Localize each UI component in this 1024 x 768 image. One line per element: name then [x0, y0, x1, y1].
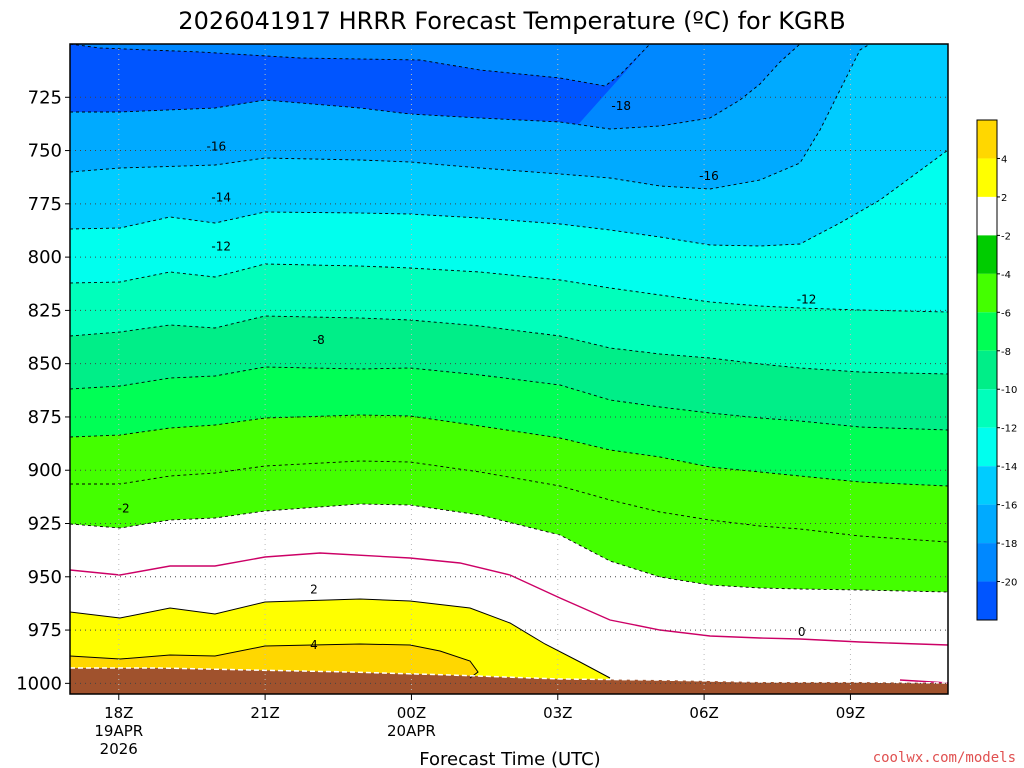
ground-edge [70, 667, 948, 684]
colorbar-label: -12 [1001, 424, 1017, 435]
colorbar-label: -4 [1001, 270, 1011, 281]
colorbar-label: 2 [1001, 193, 1007, 204]
x-tick-label: 21Z [250, 704, 279, 722]
x-axis-label: Forecast Time (UTC) [419, 749, 600, 768]
grid-lines [70, 44, 948, 694]
plot-area: -18 -16 -16 -14 -12 -12 -8 -2 2 4 0 [70, 44, 948, 694]
colorbar-label: -2 [1001, 231, 1011, 242]
colorbar: 4 2 -2 -4 -6 -8 -10 -12 -14 -16 -18 -20 [976, 119, 1017, 621]
contour-label: -12 [797, 293, 817, 307]
y-axis-ticks: 725 750 775 800 825 850 875 900 925 950 975 1000 [16, 87, 70, 694]
colorbar-label: -20 [1001, 578, 1017, 589]
colorbar-swatch [977, 581, 997, 620]
x-tick-date: 19APR [94, 722, 143, 740]
colorbar-swatch [977, 504, 997, 544]
zero-isotherm-ground [899, 679, 948, 684]
colorbar-swatch [977, 389, 997, 428]
x-tick-year: 2026 [100, 740, 138, 758]
y-tick-label: 850 [28, 354, 62, 375]
y-tick-label: 875 [28, 407, 62, 428]
colorbar-label: -6 [1001, 308, 1011, 319]
chart-title: 2026041917 HRRR Forecast Temperature (ºC… [178, 7, 845, 35]
contour-labels: -18 -16 -16 -14 -12 -12 -8 -2 2 4 0 [118, 99, 817, 652]
contour-label: 4 [310, 638, 318, 652]
x-tick-date: 20APR [387, 722, 436, 740]
x-tick-label: 09Z [836, 704, 865, 722]
colorbar-label: -18 [1001, 539, 1017, 550]
y-tick-label: 750 [28, 141, 62, 162]
colorbar-swatch [977, 235, 997, 274]
colorbar-swatch [977, 273, 997, 313]
colorbar-label: -16 [1001, 501, 1017, 512]
isotherms-dashed [70, 44, 948, 593]
x-tick-label: 18Z [104, 704, 133, 722]
colorbar-swatch [977, 350, 997, 390]
contour-label: -16 [699, 169, 719, 183]
contour-label: -12 [211, 239, 231, 253]
y-tick-label: 950 [28, 567, 62, 588]
x-tick-label: 03Z [543, 704, 572, 722]
y-tick-label: 900 [28, 460, 62, 481]
colorbar-swatch [977, 120, 997, 159]
colorbar-label: -10 [1001, 385, 1017, 396]
colorbar-swatch [977, 196, 997, 236]
contour-label: -2 [118, 502, 130, 516]
colorbar-label: 4 [1001, 154, 1007, 165]
plot-frame [69, 43, 949, 695]
credit-text: coolwx.com/models [873, 750, 1016, 766]
y-tick-label: 925 [28, 514, 62, 535]
contour-label: -14 [211, 190, 231, 204]
contour-label: -8 [313, 333, 325, 347]
y-tick-label: 725 [28, 87, 62, 108]
colorbar-frame [976, 119, 998, 621]
colorbar-label: -8 [1001, 347, 1011, 358]
colorbar-swatch [977, 543, 997, 582]
isotherms-solid [70, 598, 611, 679]
y-tick-label: 1000 [16, 673, 62, 694]
zero-isotherm [70, 552, 948, 646]
x-tick-label: 00Z [397, 704, 426, 722]
x-tick-label: 06Z [689, 704, 718, 722]
colorbar-label: -14 [1001, 462, 1017, 473]
contour-label: 0 [798, 625, 806, 639]
y-tick-label: 775 [28, 194, 62, 215]
contour-label: -16 [207, 139, 227, 153]
contour-label: 2 [310, 583, 318, 597]
colorbar-swatch [977, 158, 997, 197]
y-tick-label: 800 [28, 247, 62, 268]
colorbar-swatch [977, 466, 997, 505]
colorbar-swatch [977, 312, 997, 351]
colorbar-swatch [977, 427, 997, 467]
terrain-ground [70, 668, 948, 694]
y-tick-label: 825 [28, 300, 62, 321]
y-tick-label: 975 [28, 620, 62, 641]
contour-label: -18 [611, 99, 631, 113]
